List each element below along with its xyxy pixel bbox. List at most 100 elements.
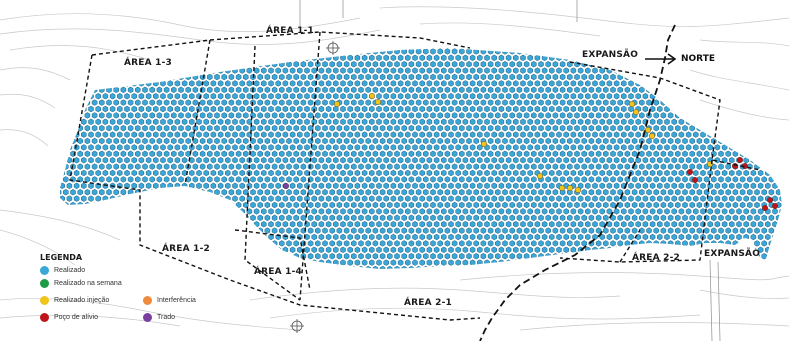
pile-marker [711,317,716,323]
pile-marker [445,113,450,119]
pile-marker [78,215,83,221]
pile-marker [279,215,284,221]
pile-marker [773,234,778,240]
pile-marker [470,106,475,112]
pile-marker [344,189,349,195]
pile-marker [456,145,461,151]
pile-marker [621,311,626,317]
pile-marker [445,189,450,195]
pile-marker [744,285,749,291]
pile-marker [441,68,446,74]
pile-marker [560,87,565,93]
pile-marker [431,164,436,170]
pile-marker [701,170,706,176]
pile-marker [114,125,119,131]
pile-marker [765,183,770,189]
pile-marker [737,145,742,151]
pile-marker [495,151,500,157]
pile-marker [387,61,392,67]
pile-marker [240,119,245,125]
pile-marker [553,151,558,157]
pile-marker [593,157,598,163]
pile-marker [521,170,526,176]
pile-marker [272,151,277,157]
pile-marker [168,145,173,151]
pile-marker [157,87,162,93]
pile-marker [542,311,547,317]
pile-marker [578,285,583,291]
map-legend: LEGENDA Realizado Realizado na semana Re… [38,253,228,333]
pile-marker [722,81,727,87]
pile-marker [625,151,630,157]
pile-marker [229,113,234,119]
pile-marker [726,151,731,157]
pile-marker [189,119,194,125]
pile-marker [528,68,533,74]
pile-marker [747,292,752,298]
pile-marker [351,317,356,323]
pile-marker [369,132,374,138]
pile-marker [189,170,194,176]
pile-marker [225,247,230,253]
pile-marker [535,42,540,48]
pile-status-marker [481,141,487,147]
pile-marker [611,87,616,93]
pile-marker [272,164,277,170]
pile-marker [369,145,374,151]
pile-marker [776,125,781,131]
pile-marker [323,151,328,157]
pile-marker [168,157,173,163]
pile-marker [391,260,396,266]
pile-marker [510,74,515,80]
pile-marker [528,81,533,87]
pile-marker [290,106,295,112]
pile-marker [733,215,738,221]
pile-marker [409,279,414,285]
pile-marker [564,234,569,240]
pile-marker [427,196,432,202]
pile-marker [92,215,97,221]
pile-marker [585,247,590,253]
pile-marker [578,196,583,202]
pile-marker [751,311,756,317]
pile-marker [481,49,486,55]
pile-marker [384,196,389,202]
pile-marker [67,132,72,138]
pile-marker [488,49,493,55]
pile-marker [125,81,130,87]
pile-marker [758,298,763,304]
pile-marker [225,196,230,202]
pile-marker [463,81,468,87]
pile-marker [63,215,68,221]
pile-marker [405,68,410,74]
pile-marker [96,81,101,87]
pile-marker [603,253,608,259]
pile-marker [614,221,619,227]
pile-marker [409,125,414,131]
pile-marker [294,113,299,119]
pile-marker [521,260,526,266]
pile-marker [211,55,216,61]
pile-marker [528,298,533,304]
pile-marker [557,157,562,163]
pile-marker [697,125,702,131]
pile-marker [229,49,234,55]
pile-marker [564,93,569,99]
pile-marker [121,100,126,106]
pile-marker [704,292,709,298]
pile-marker [279,125,284,131]
pile-marker [276,157,281,163]
pile-marker [373,228,378,234]
pile-marker [445,49,450,55]
pile-marker [524,177,529,183]
pile-marker [81,234,86,240]
pile-marker [733,266,738,272]
pile-marker [297,260,302,266]
pile-marker [531,138,536,144]
pile-marker [71,74,76,80]
pile-marker [135,151,140,157]
pile-marker [153,157,158,163]
pile-marker [438,61,443,67]
pile-marker [441,81,446,87]
pile-marker [315,215,320,221]
